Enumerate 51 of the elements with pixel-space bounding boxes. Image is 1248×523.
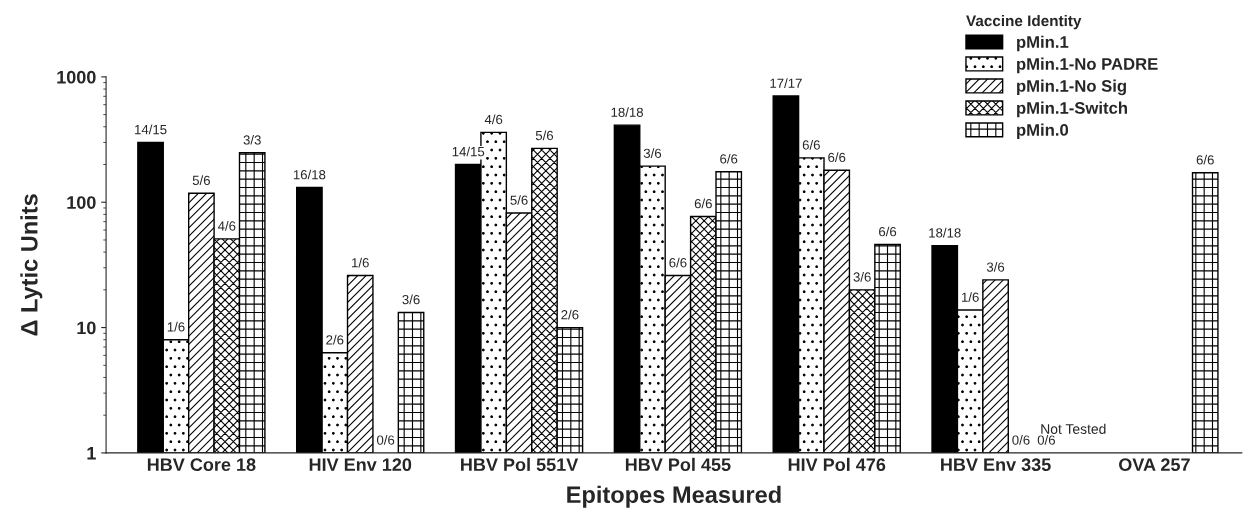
legend-label: pMin.1-No Sig <box>1017 79 1126 96</box>
annotation: 6/6 <box>694 198 712 209</box>
annotation: 3/6 <box>402 294 420 305</box>
x-tick-label: HBV Core 18 <box>147 458 256 472</box>
annotation: 6/6 <box>802 139 820 150</box>
annotation: 6/6 <box>879 226 897 237</box>
x-tick-label: HBV Env 335 <box>941 458 1051 472</box>
y-tick-label: 1 <box>87 447 96 460</box>
annotation: 17/17 <box>770 78 802 88</box>
annotation: 3/6 <box>986 262 1005 272</box>
x-tick-label: HBV Pol 551V <box>461 457 579 472</box>
annotation: 18/18 <box>929 227 961 238</box>
legend-label: pMin.1 <box>1017 35 1069 52</box>
annotation: 2/6 <box>561 309 579 320</box>
y-tick-label: 100 <box>67 196 96 209</box>
annotation: 14/15 <box>452 146 485 157</box>
x-tick-label: HIV Env 120 <box>309 458 412 472</box>
annotation: 4/6 <box>217 221 236 231</box>
annotation: 16/18 <box>293 169 326 180</box>
x-tick-label: HIV Pol 476 <box>788 457 886 472</box>
y-axis-title: Δ Lytic Units <box>20 194 43 336</box>
x-axis-title: Epitopes Measured <box>567 485 781 508</box>
annotation: 6/6 <box>669 257 687 268</box>
annotation: 5/6 <box>535 130 554 141</box>
annotation: 4/6 <box>484 114 503 125</box>
annotation: 0/6 <box>1012 435 1030 445</box>
annotation: 3/6 <box>643 148 662 158</box>
annotation: 0/6 <box>1037 435 1055 445</box>
annotation: 1/6 <box>352 257 369 268</box>
legend-label: pMin.0 <box>1017 123 1069 140</box>
annotation: 6/6 <box>828 152 846 163</box>
annotation: 2/6 <box>326 334 344 345</box>
annotation: Not Tested <box>1041 423 1106 434</box>
annotation: 0/6 <box>376 435 395 445</box>
annotation: 5/6 <box>510 195 528 205</box>
annotation: 5/6 <box>192 175 210 186</box>
annotation: 3/6 <box>853 271 871 282</box>
x-tick-label: HBV Pol 455 <box>625 457 731 472</box>
annotation: 1/6 <box>961 292 979 302</box>
y-tick-label: 1000 <box>57 70 96 84</box>
legend-label: pMin.1-No PADRE <box>1017 57 1158 74</box>
legend-label: pMin.1-Switch <box>1017 101 1127 118</box>
annotation: 3/3 <box>243 134 261 145</box>
x-tick-label: OVA 257 <box>1119 458 1190 472</box>
legend-title: Vaccine Identity <box>966 15 1082 30</box>
y-tick-label: 10 <box>77 321 96 335</box>
annotation: 18/18 <box>611 107 643 117</box>
annotation: 1/6 <box>167 321 185 332</box>
annotation: 6/6 <box>1196 154 1214 165</box>
annotation: 6/6 <box>720 153 738 164</box>
annotation: 14/15 <box>135 124 167 135</box>
